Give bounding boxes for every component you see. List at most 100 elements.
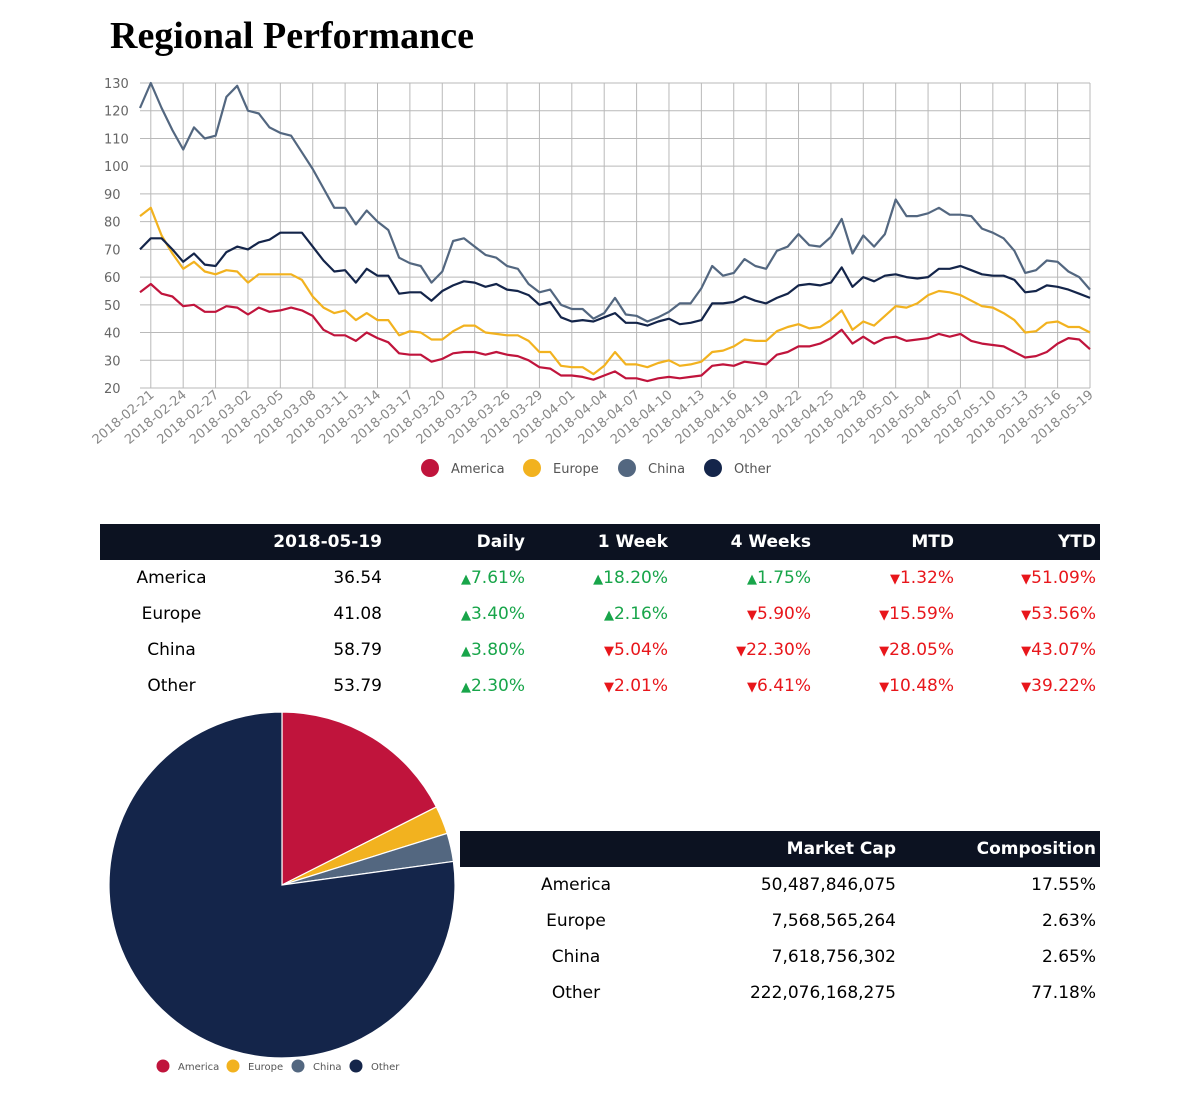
legend-label: China (313, 1062, 342, 1073)
legend-marker (523, 459, 541, 477)
legend-label: America (451, 462, 505, 477)
triangle-down-icon: ▼ (603, 644, 614, 659)
series-line-china (138, 81, 1091, 323)
pie-slice-america (281, 711, 438, 886)
change-value: 6.41% (756, 676, 811, 696)
market-cap-table: Market Cap Composition America 50,487,846,… (460, 831, 1100, 1011)
y-tick-label: 100 (104, 160, 129, 175)
triangle-down-icon: ▼ (879, 608, 890, 623)
table-row: Europe 7,568,565,264 2.63% (460, 903, 1100, 939)
market-cap-value: 50,487,846,075 (760, 875, 896, 895)
change-value: 2.30% (470, 676, 525, 696)
pie-chart: America Europe China Other (108, 711, 456, 1073)
table-row: America 50,487,846,075 17.55% (460, 867, 1100, 903)
triangle-up-icon: ▲ (460, 572, 471, 587)
region-name: Europe (141, 604, 202, 624)
region-name: Other (147, 676, 196, 696)
change-cell: ▲3.40% (386, 596, 529, 632)
index-value: 53.79 (333, 676, 382, 696)
region-name: Europe (546, 911, 606, 931)
performance-table-header: 2018-05-19 Daily 1 Week 4 Weeks MTD YTD (100, 524, 1100, 560)
region-name: China (551, 947, 601, 967)
change-value: 2.16% (613, 604, 668, 624)
change-value: 1.75% (756, 568, 811, 588)
change-value: 53.56% (1031, 604, 1096, 624)
series-line-europe (139, 206, 1091, 376)
change-cell: ▲2.30% (386, 668, 529, 704)
y-tick-label: 30 (104, 354, 121, 369)
change-value: 39.22% (1031, 676, 1096, 696)
change-cell: ▼6.41% (672, 668, 815, 704)
index-value: 41.08 (333, 604, 382, 624)
change-value: 15.59% (889, 604, 954, 624)
legend-label: Europe (248, 1062, 283, 1073)
change-value: 28.05% (889, 640, 954, 660)
change-value: 1.32% (899, 568, 954, 588)
triangle-down-icon: ▼ (1021, 608, 1032, 623)
legend-marker (618, 459, 636, 477)
triangle-up-icon: ▲ (746, 572, 757, 587)
change-cell: ▼15.59% (815, 596, 958, 632)
change-cell: ▲2.16% (529, 596, 672, 632)
pie-chart-legend: America Europe China Other (156, 1059, 400, 1073)
triangle-down-icon: ▼ (1021, 572, 1032, 587)
line-chart: 20304050607080901001101201302018-02-2120… (90, 77, 1097, 477)
composition-value: 2.63% (1041, 911, 1096, 931)
legend-marker (704, 459, 722, 477)
change-cell: ▲3.80% (386, 632, 529, 668)
change-cell: ▼53.56% (958, 596, 1100, 632)
region-name: America (136, 568, 207, 588)
legend-label: Other (371, 1062, 400, 1073)
legend-marker (156, 1059, 170, 1073)
table-row: Other 222,076,168,275 77.18% (460, 975, 1100, 1011)
change-cell: ▼39.22% (958, 668, 1100, 704)
y-tick-label: 110 (104, 132, 129, 147)
legend-marker (291, 1059, 305, 1073)
change-cell: ▼51.09% (958, 560, 1100, 596)
composition-value: 17.55% (1031, 875, 1096, 895)
line-chart-legend: America Europe China Other (421, 459, 772, 477)
market-cap-value: 222,076,168,275 (749, 983, 896, 1003)
market-cap-table-header: Market Cap Composition (460, 831, 1100, 867)
triangle-down-icon: ▼ (746, 680, 757, 695)
y-tick-label: 60 (104, 271, 121, 286)
series-line-america (139, 282, 1091, 383)
triangle-up-icon: ▲ (593, 572, 604, 587)
y-tick-label: 70 (104, 243, 121, 258)
header-cell: 2018-05-19 (243, 524, 386, 560)
triangle-down-icon: ▼ (879, 644, 890, 659)
table-row: America 36.54 ▲7.61% ▲18.20% ▲1.75% ▼1.32% ▼51… (100, 560, 1100, 596)
change-cell: ▲1.75% (672, 560, 815, 596)
legend-label: China (648, 462, 685, 477)
region-name: Other (551, 983, 601, 1003)
change-value: 3.80% (470, 640, 525, 660)
legend-label: Other (734, 462, 772, 477)
legend-marker (349, 1059, 363, 1073)
triangle-up-icon: ▲ (460, 608, 471, 623)
legend-marker (421, 459, 439, 477)
header-cell: YTD (958, 524, 1100, 560)
market-cap-value: 7,618,756,302 (771, 947, 896, 967)
performance-table: 2018-05-19 Daily 1 Week 4 Weeks MTD YTD Ameri… (100, 524, 1100, 704)
market-cap-value: 7,568,565,264 (771, 911, 896, 931)
change-cell: ▼28.05% (815, 632, 958, 668)
y-tick-label: 120 (104, 105, 129, 120)
change-value: 43.07% (1031, 640, 1096, 660)
legend-label: America (178, 1062, 219, 1073)
triangle-down-icon: ▼ (879, 680, 890, 695)
header-cell (100, 524, 243, 560)
triangle-down-icon: ▼ (1021, 680, 1032, 695)
triangle-down-icon: ▼ (746, 608, 757, 623)
change-cell: ▼1.32% (815, 560, 958, 596)
header-cell: 4 Weeks (672, 524, 815, 560)
change-cell: ▲18.20% (529, 560, 672, 596)
table-row: China 58.79 ▲3.80% ▼5.04% ▼22.30% ▼28.05% ▼43.… (100, 632, 1100, 668)
change-cell: ▼5.90% (672, 596, 815, 632)
series-line-other (139, 231, 1091, 327)
y-tick-label: 50 (104, 299, 121, 314)
y-tick-label: 130 (104, 77, 129, 92)
composition-value: 2.65% (1041, 947, 1096, 967)
change-cell: ▼5.04% (529, 632, 672, 668)
chart-grid (140, 82, 1091, 389)
header-cell: Composition (900, 831, 1100, 867)
